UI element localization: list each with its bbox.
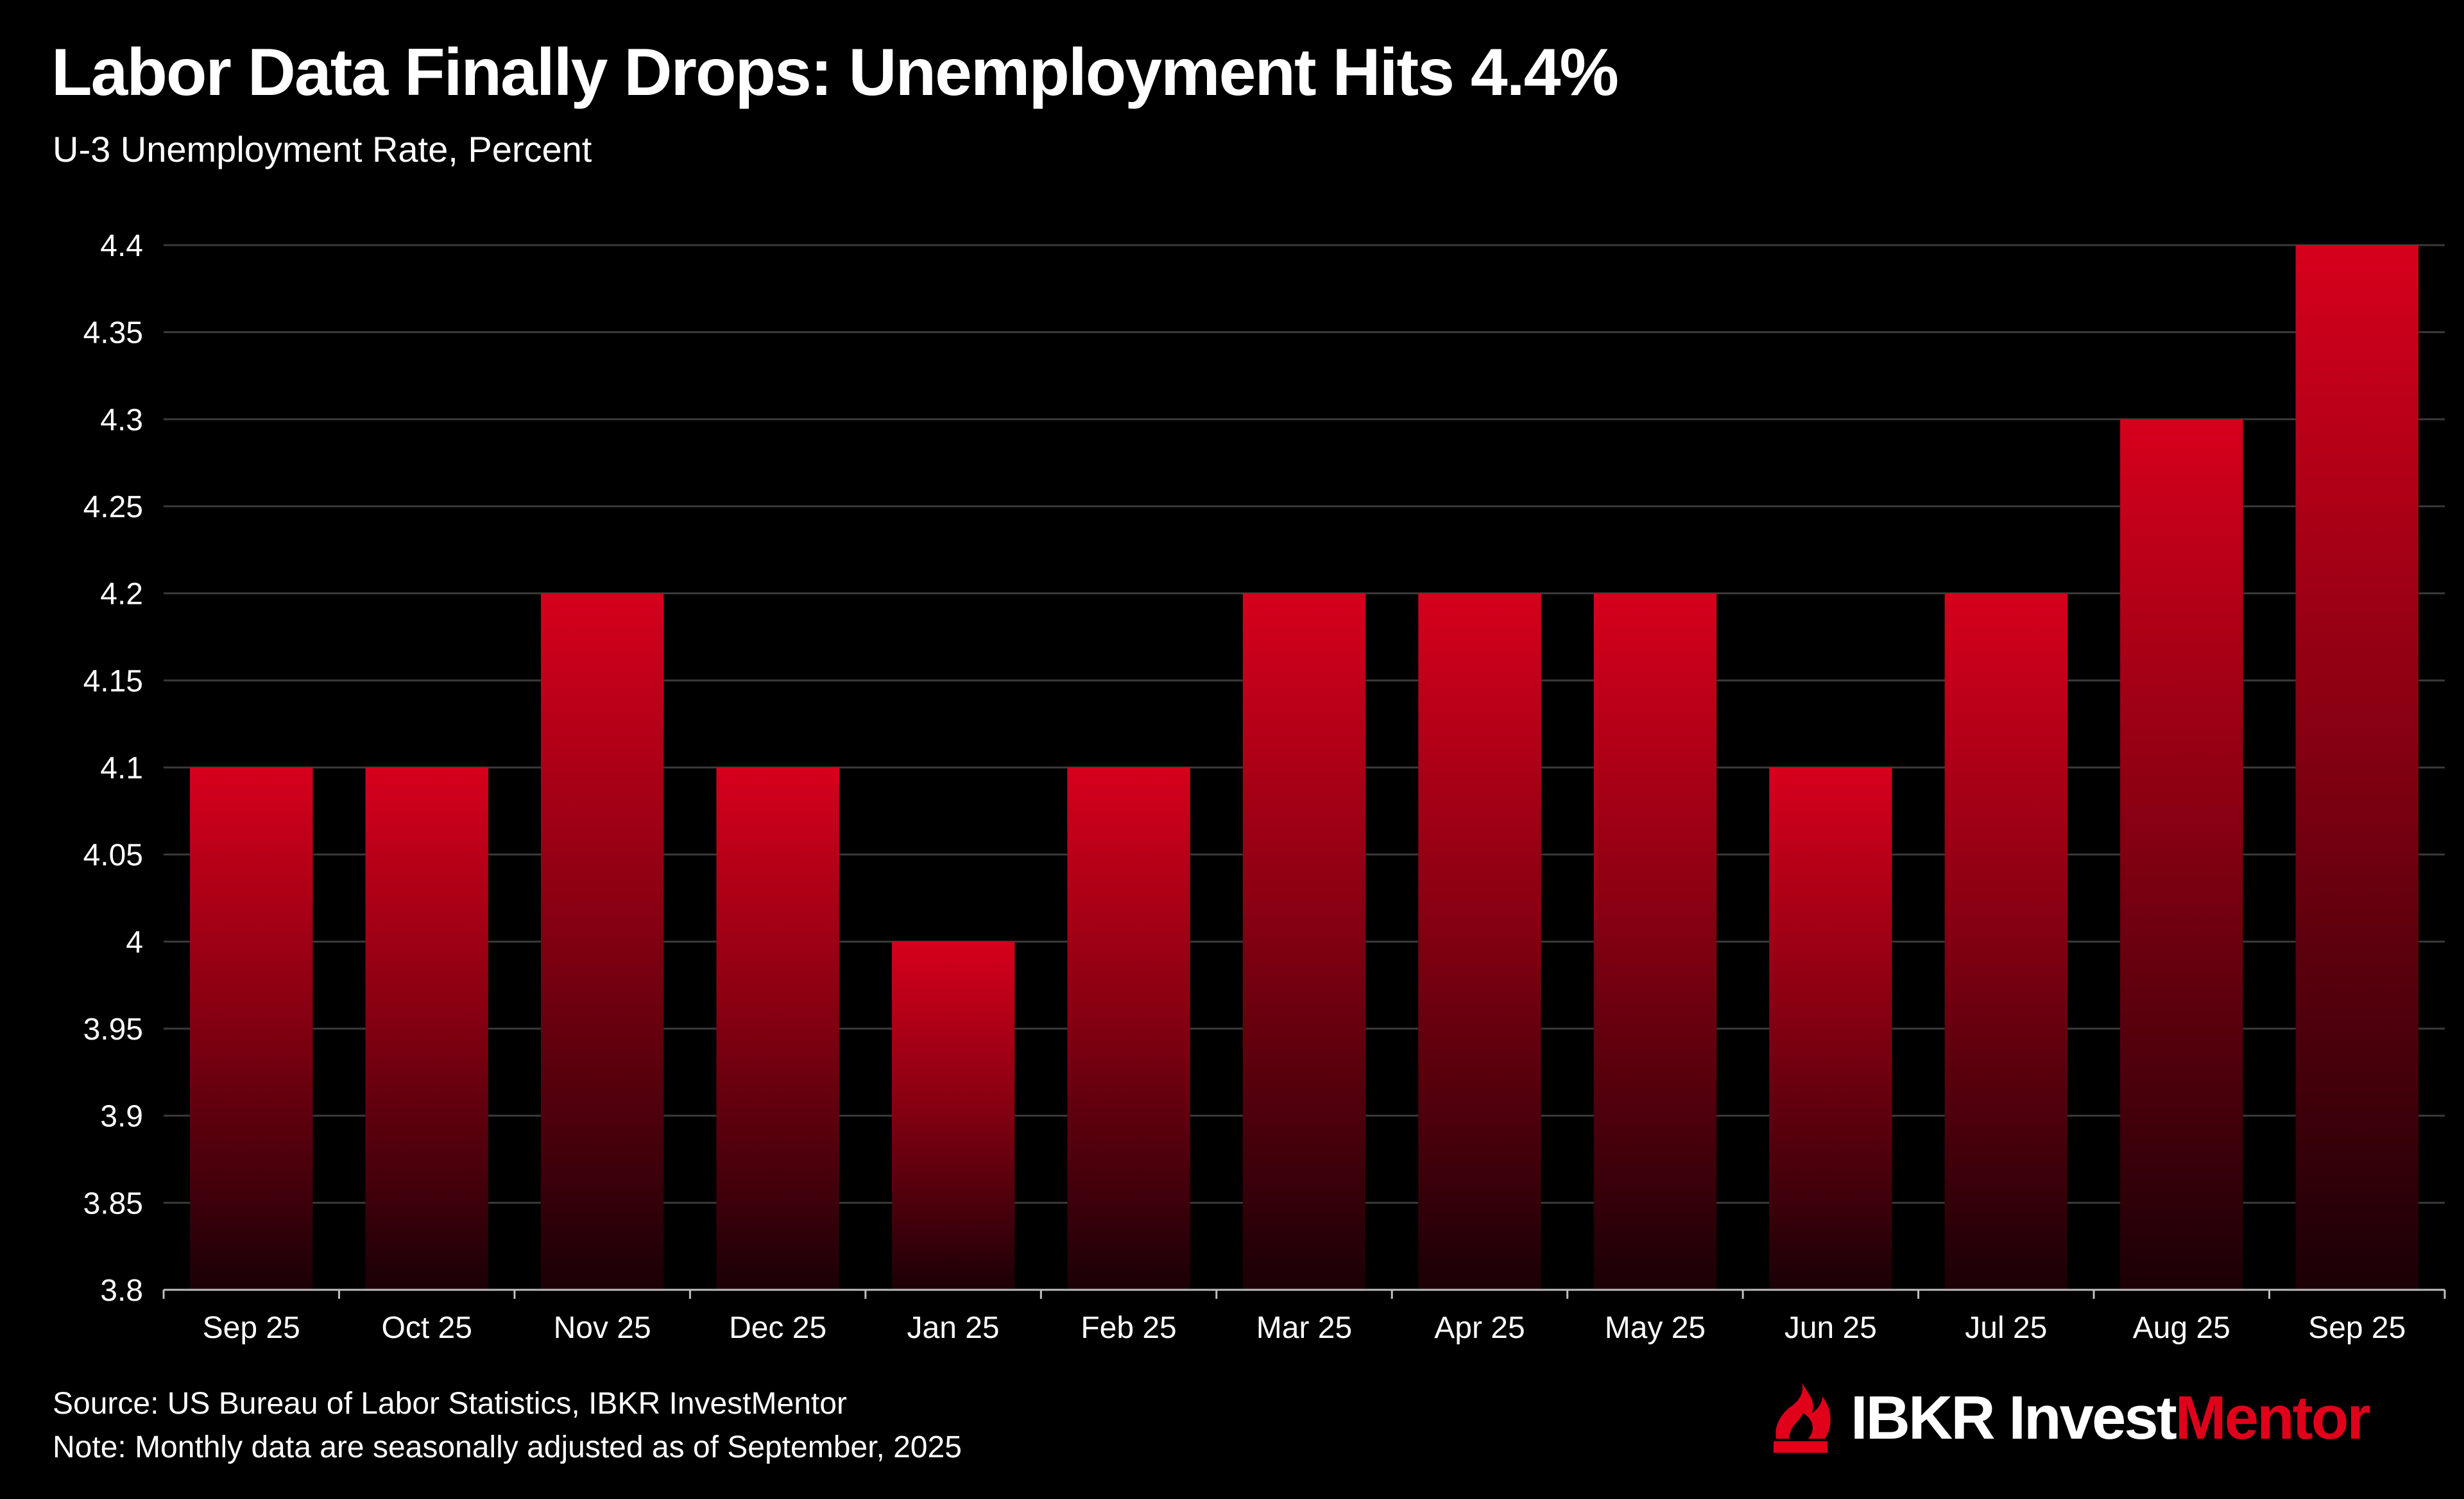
x-tick-label: May 25 <box>1605 1311 1706 1345</box>
bar-feb-25 <box>1067 767 1190 1290</box>
y-tick-label: 4.4 <box>100 229 143 263</box>
brand-name-ibkr: IBKR <box>1851 1383 1996 1452</box>
brand-name-mentor: Mentor <box>2175 1383 2371 1452</box>
bar-oct-25 <box>365 767 488 1290</box>
bar-sep-25 <box>190 767 313 1290</box>
x-tick-label: Mar 25 <box>1256 1311 1352 1345</box>
data-note: Note: Monthly data are seasonally adjust… <box>53 1430 962 1464</box>
x-tick-label: Nov 25 <box>554 1311 651 1345</box>
x-tick-label: Jul 25 <box>1965 1311 2047 1345</box>
bar-jul-25 <box>1944 593 2068 1290</box>
bar-jan-25 <box>891 941 1015 1290</box>
ibkr-flame-logo-icon <box>1774 1382 1831 1453</box>
bar-sep-25 <box>2295 245 2418 1290</box>
x-tick-label: Feb 25 <box>1081 1311 1176 1345</box>
y-tick-label: 3.95 <box>83 1013 143 1047</box>
bar-jun-25 <box>1769 767 1892 1290</box>
brand-name-invest: Invest <box>2008 1383 2177 1452</box>
chart-title: Labor Data Finally Drops: Unemployment H… <box>51 35 1619 110</box>
y-tick-label: 4.1 <box>100 751 143 785</box>
y-tick-label: 4.25 <box>83 490 143 524</box>
chart-subtitle: U-3 Unemployment Rate, Percent <box>53 129 592 169</box>
y-tick-label: 4.15 <box>83 664 143 698</box>
x-tick-label: Jan 25 <box>907 1311 1000 1345</box>
x-tick-label: Jun 25 <box>1784 1311 1877 1345</box>
y-tick-label: 3.85 <box>83 1186 143 1221</box>
bar-nov-25 <box>540 593 664 1290</box>
x-tick-label: Aug 25 <box>2133 1311 2230 1345</box>
bar-may-25 <box>1593 593 1717 1290</box>
bars <box>190 245 2418 1290</box>
bar-mar-25 <box>1242 593 1366 1290</box>
x-tick-label: Sep 25 <box>2308 1311 2406 1345</box>
x-tick-label: Oct 25 <box>381 1311 472 1345</box>
y-tick-label: 3.9 <box>100 1100 143 1134</box>
source-note: Source: US Bureau of Labor Statistics, I… <box>53 1387 847 1421</box>
bar-aug-25 <box>2120 419 2243 1290</box>
y-tick-label: 4.3 <box>100 403 143 437</box>
bar-dec-25 <box>716 767 839 1290</box>
y-tick-label: 4.05 <box>83 839 143 873</box>
y-tick-label: 4.2 <box>100 578 143 612</box>
y-tick-label: 3.8 <box>100 1274 143 1308</box>
y-axis-tick-labels: 3.8 3.85 3.9 3.95 4 4.05 4.1 4.15 4.2 4.25 4.3 4.35… <box>83 229 143 1308</box>
x-tick-label: Sep 25 <box>203 1311 300 1345</box>
y-tick-label: 4 <box>126 925 143 959</box>
y-tick-label: 4.35 <box>83 316 143 350</box>
x-axis-tick-labels: Sep 25 Oct 25 Nov 25 Dec 25 Jan 25 Feb 25 Mar … <box>162 1290 2446 1345</box>
x-tick-label: Dec 25 <box>729 1311 826 1345</box>
bar-apr-25 <box>1418 593 1541 1290</box>
brand-logo: IBKR InvestMentor <box>1771 1380 2371 1457</box>
x-tick-label: Apr 25 <box>1434 1311 1525 1345</box>
brand-wordmark: IBKR InvestMentor <box>1851 1383 2371 1453</box>
